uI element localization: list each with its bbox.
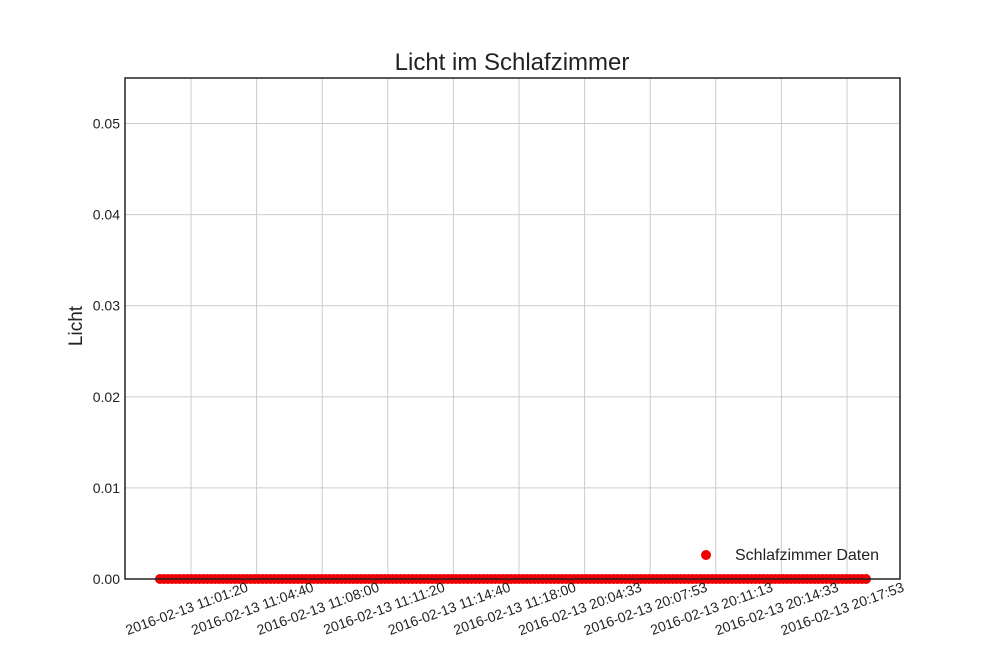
y-tick-label: 0.04 [93,207,120,223]
y-axis-ticks: 0.00 0.01 0.02 0.03 0.04 0.05 [93,116,120,587]
chart-title: Licht im Schlafzimmer [395,49,630,76]
legend-label: Schlafzimmer Daten [735,547,879,564]
y-tick-label: 0.03 [93,298,120,314]
y-tick-label: 0.00 [93,571,120,587]
y-tick-label: 0.02 [93,389,120,405]
legend: Schlafzimmer Daten [701,547,879,564]
y-tick-label: 0.01 [93,480,120,496]
legend-marker [701,550,711,560]
grid [125,78,900,580]
y-axis-label: Licht [66,305,87,346]
y-tick-label: 0.05 [93,116,120,132]
plot-frame [124,77,901,580]
